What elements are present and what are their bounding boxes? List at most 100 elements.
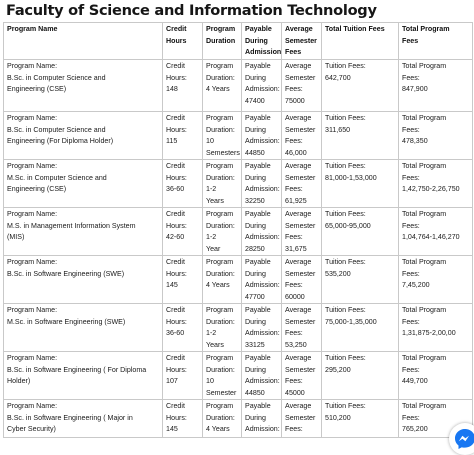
cell-line: Fees <box>402 36 419 45</box>
cell-line: 33125 <box>245 340 265 349</box>
cell-line: 10 <box>206 377 214 385</box>
cell-line: Program <box>206 258 234 266</box>
credit-hours-cell: Credit Hours: 107 <box>162 351 203 400</box>
cell-line: Tuition Fees: <box>325 162 366 170</box>
cell-line: Payable <box>245 114 271 122</box>
credit-hours-cell: Credit Hours: 36-60 <box>162 303 203 352</box>
program-name-cell: Program Name: M.Sc. in Software Engineeri… <box>3 303 163 352</box>
credit-hours-cell: Credit Hours: 145 <box>162 255 203 304</box>
cell-line: Program Name: <box>7 162 58 170</box>
cell-line: Average <box>285 354 312 362</box>
cell-line: During <box>245 73 266 82</box>
table-row: Program Name: B.Sc. in Software Engineeri… <box>3 399 473 438</box>
cell-line: Credit <box>166 258 185 266</box>
cell-line: 36-60 <box>166 329 185 337</box>
program-name-cell: Program Name: B.Sc. in Software Engineeri… <box>3 399 163 438</box>
fees-table: Program Name Credit Hours Program Duration Pa… <box>3 22 473 438</box>
cell-line: Duration: <box>206 125 235 134</box>
cell-line: Total Program <box>402 25 450 33</box>
cell-line: Credit <box>166 354 185 362</box>
cell-line: 10 <box>206 137 214 145</box>
header-credit-hours: Credit Hours <box>162 22 203 60</box>
cell-line: Hours: <box>166 269 187 278</box>
credit-hours-cell: Credit Hours: 115 <box>162 111 203 160</box>
table-row: Program Name: M.Sc. in Computer Science a… <box>3 159 473 208</box>
messenger-chat-button[interactable] <box>449 423 474 455</box>
cell-line: During <box>245 269 266 278</box>
tuition-fee-cell: Tuition Fees: 81,000-1,53,000 <box>321 159 399 208</box>
cell-line: Fees: <box>402 413 420 422</box>
cell-line: 145 <box>166 425 178 433</box>
cell-line: B.Sc. in Software Engineering ( For Dipl… <box>7 365 147 374</box>
cell-line: 65,000-95,000 <box>325 221 371 230</box>
cell-line: 75000 <box>285 96 305 105</box>
cell-line: Engineering (CSE) <box>7 185 67 193</box>
cell-line: Tuition Fees: <box>325 258 366 266</box>
cell-line: 107 <box>166 377 178 385</box>
cell-line: During <box>245 317 266 326</box>
cell-line: Tuition Fees: <box>325 402 366 410</box>
cell-line: Semester <box>285 36 317 45</box>
cell-line: 47400 <box>245 96 265 105</box>
cell-line: 42-60 <box>166 233 185 241</box>
cell-line: Duration: <box>206 269 235 278</box>
cell-line: Fees: <box>285 377 303 385</box>
cell-line: Admission Fees <box>245 48 282 56</box>
admission-fee-cell: Payable During Admission: 44850 <box>241 351 282 400</box>
cell-line: Tuition Fees: <box>325 354 366 362</box>
cell-line: Payable <box>245 354 271 362</box>
credit-hours-cell: Credit Hours: 36-60 <box>162 159 203 208</box>
cell-line: Fees: <box>285 85 303 93</box>
admission-fee-cell: Payable During Admission: 32250 <box>241 159 282 208</box>
header-total-tuition-fees: Total Tuition Fees <box>321 22 399 60</box>
cell-line: B.Sc. in Software Engineering ( Major in <box>7 413 133 422</box>
cell-line: Credit <box>166 210 185 218</box>
cell-line: Engineering (CSE) <box>7 85 67 93</box>
cell-line: 1-2 <box>206 233 217 241</box>
cell-line: Duration: <box>206 73 235 82</box>
cell-line: Fees: <box>285 329 303 337</box>
cell-line: 47700 <box>245 292 265 301</box>
cell-line: Semester <box>285 73 316 82</box>
cell-line: Semester <box>285 269 316 278</box>
duration-cell: Program Duration: 1-2 Years <box>202 303 242 352</box>
cell-line: Fees: <box>402 269 420 278</box>
credit-hours-cell: Credit Hours: 42-60 <box>162 207 203 256</box>
cell-line: Average <box>285 210 312 218</box>
cell-line: M.Sc. in Software Engineering (SWE) <box>7 317 126 326</box>
cell-line: Fees: <box>285 233 303 241</box>
table-row: Program Name: B.Sc. in Computer Science a… <box>3 111 473 160</box>
cell-line: Program Name: <box>7 114 58 122</box>
total-fee-cell: Total Program Fees: 1,42,750-2,26,750 <box>398 159 473 208</box>
cell-line: Tuition Fees: <box>325 306 366 314</box>
cell-line: Program Name: <box>7 258 58 266</box>
cell-line: Admission: <box>245 233 280 241</box>
cell-line: Duration: <box>206 221 235 230</box>
cell-line: Total Program <box>402 162 447 170</box>
cell-line: Hours: <box>166 221 187 230</box>
semester-fee-cell: Average Semester Fees: 46,000 <box>281 111 322 160</box>
duration-cell: Program Duration: 4 Years <box>202 59 242 112</box>
cell-line: Average <box>285 25 313 33</box>
cell-line: 46,000 <box>285 148 307 157</box>
cell-line: 44850 <box>245 388 265 397</box>
cell-line: Semester <box>285 125 316 134</box>
cell-line: 115 <box>166 137 178 145</box>
cell-line: Program <box>206 162 234 170</box>
cell-line: Fees <box>285 48 302 56</box>
cell-line: Admission: <box>245 377 280 385</box>
table-row: Program Name: M.S. in Management Informat… <box>3 207 473 256</box>
cell-line: Fees: <box>285 281 303 289</box>
cell-line: Credit <box>166 162 185 170</box>
cell-line: Fees: <box>402 317 420 326</box>
admission-fee-cell: Payable During Admission: 47400 <box>241 59 282 112</box>
cell-line: Fees: <box>402 173 420 182</box>
messenger-icon <box>455 429 474 449</box>
cell-line: Program Name: <box>7 62 58 70</box>
semester-fee-cell: Average Semester Fees: 61,925 <box>281 159 322 208</box>
cell-line: Program Name: <box>7 306 58 314</box>
cell-line: During <box>245 221 266 230</box>
cell-line: Fees: <box>402 221 420 230</box>
cell-line: Admission: <box>245 281 280 289</box>
cell-line: 765,200 <box>402 425 428 433</box>
